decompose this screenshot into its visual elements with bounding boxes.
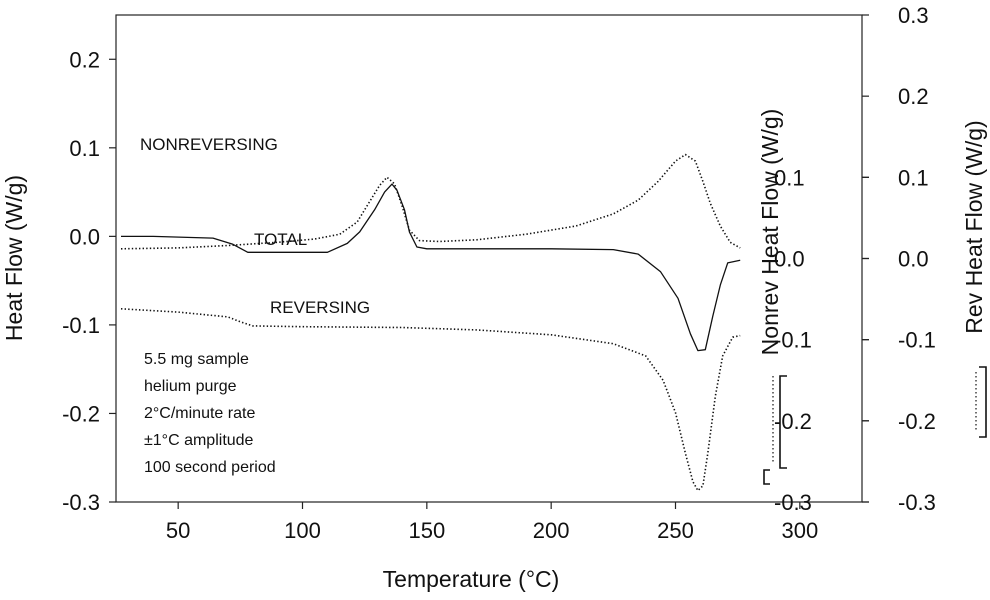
annotation-line: 100 second period <box>144 459 276 476</box>
right-inner-axis-title: Nonrev Heat Flow (W/g) <box>757 109 783 356</box>
right-outer-tick-label: -0.2 <box>898 409 936 434</box>
right-outer-tick-label: 0.1 <box>898 165 929 190</box>
plot-frame <box>115 14 863 503</box>
curve-label-total: TOTAL <box>254 230 307 249</box>
right-outer-axis-title: Rev Heat Flow (W/g) <box>961 120 987 333</box>
series-line-nonreversing <box>120 153 741 250</box>
annotation-block: 5.5 mg sample helium purge 2°C/minute ra… <box>144 351 276 476</box>
left-tick-label: 0.0 <box>69 224 100 249</box>
series-line-reversing <box>120 308 741 492</box>
left-tick-label: -0.1 <box>62 313 100 338</box>
x-tick-label: 50 <box>166 518 190 543</box>
right-inner-tick-label: 0.1 <box>774 165 805 190</box>
annotation-line: 2°C/minute rate <box>144 405 255 422</box>
x-axis-title: Temperature (°C) <box>383 566 560 592</box>
series-line-total <box>121 183 741 352</box>
right-outer-tick-label: 0.3 <box>898 3 929 28</box>
right-inner-tick-label: -0.3 <box>774 490 812 515</box>
right-outer-axis: 0.3 0.2 0.1 0.0 -0.1 -0.2 -0.3 <box>862 3 936 515</box>
annotation-line: ±1°C amplitude <box>144 432 254 449</box>
series-group <box>120 153 741 492</box>
right-outer-tick-label: -0.3 <box>898 490 936 515</box>
right-inner-tick-label: -0.1 <box>774 328 812 353</box>
annotation-line: 5.5 mg sample <box>144 351 249 368</box>
right-inner-tick-label: 0.0 <box>774 247 805 272</box>
x-axis: 50 100 150 200 250 300 <box>166 502 818 543</box>
left-axis: 0.2 0.1 0.0 -0.1 -0.2 -0.3 <box>62 47 116 515</box>
left-tick-label: -0.2 <box>62 401 100 426</box>
right-inner-axis: 0.10.0-0.1-0.2-0.3 <box>774 165 869 515</box>
annotation-line: helium purge <box>144 378 237 395</box>
right-outer-tick-label: -0.1 <box>898 328 936 353</box>
left-axis-title: Heat Flow (W/g) <box>1 175 27 341</box>
x-tick-label: 250 <box>657 518 694 543</box>
x-tick-label: 300 <box>781 518 818 543</box>
x-tick-label: 150 <box>408 518 445 543</box>
left-tick-label: -0.3 <box>62 490 100 515</box>
nonreversing-line-key <box>763 375 787 485</box>
left-tick-label: 0.1 <box>69 136 100 161</box>
right-outer-tick-label: 0.0 <box>898 247 929 272</box>
curve-label-reversing: REVERSING <box>270 298 370 317</box>
right-outer-tick-label: 0.2 <box>898 84 929 109</box>
x-tick-label: 200 <box>533 518 570 543</box>
curve-label-nonreversing: NONREVERSING <box>140 135 278 154</box>
reversing-line-key <box>975 366 987 438</box>
left-tick-label: 0.2 <box>69 47 100 72</box>
x-tick-label: 100 <box>284 518 321 543</box>
